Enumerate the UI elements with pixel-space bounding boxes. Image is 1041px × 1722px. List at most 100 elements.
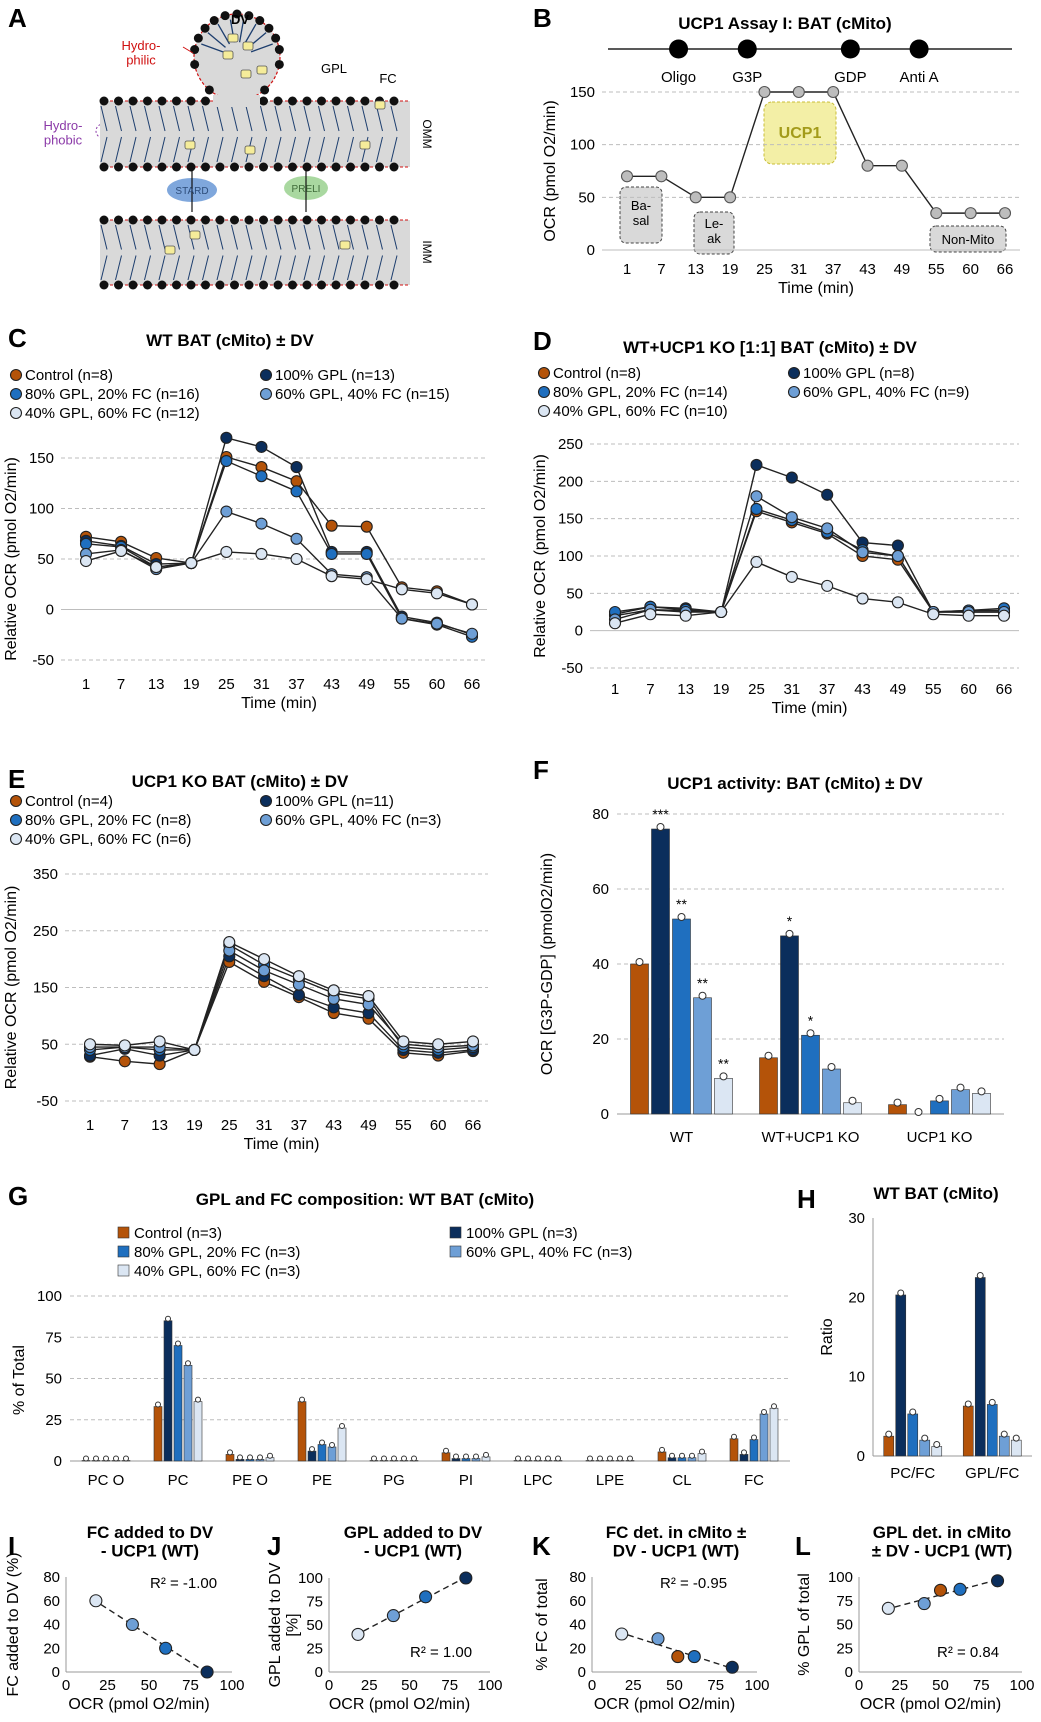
data-point-gpl60: [290, 532, 303, 545]
y-tick-label: 0: [578, 1664, 586, 1681]
category-label: WT+UCP1 KO: [762, 1129, 860, 1146]
x-tick-label: 75: [441, 1677, 458, 1694]
fc-molecule: [189, 230, 201, 240]
lipid-tail: [332, 105, 340, 132]
replicate-dot: [741, 1449, 747, 1456]
x-tick-label: 7: [657, 261, 665, 278]
category-label: PC: [168, 1472, 189, 1489]
replicate-dot: [719, 1072, 728, 1081]
lipid-tail: [245, 224, 253, 250]
replicate-dot: [329, 1441, 335, 1448]
y-tick-label: 40: [592, 956, 609, 973]
data-point-gpl40: [465, 598, 479, 611]
preli-label: PRELI: [292, 184, 321, 195]
bar-gpl60: [327, 1446, 337, 1462]
replicate-dot: [914, 1108, 923, 1116]
bar-gpl100: [780, 935, 799, 1115]
lipid-tail: [201, 43, 224, 53]
x-tick-label: 49: [890, 681, 907, 698]
data-point-gpl40: [290, 552, 303, 566]
category-label: PG: [383, 1472, 405, 1489]
r-squared-label: R² = -0.95: [660, 1575, 727, 1592]
lipid-tail: [347, 255, 354, 281]
lipid-tail: [144, 224, 151, 250]
replicate-dot: [257, 1454, 263, 1461]
significance-label: **: [697, 975, 708, 991]
data-point-gpl60: [258, 964, 271, 977]
lipid-tail: [260, 224, 267, 250]
x-tick-label: 25: [218, 676, 235, 693]
lipid-head: [273, 280, 283, 290]
dv-fusion: [213, 95, 260, 107]
replicate-dot: [237, 1454, 243, 1461]
x-axis-label: OCR (pmol O2/min): [860, 1696, 1001, 1713]
fc-molecule: [227, 33, 239, 43]
data-point-control: [360, 520, 373, 533]
data-point-gpl40: [292, 970, 305, 983]
lipid-tail: [332, 136, 340, 163]
x-tick-label: 66: [465, 1117, 482, 1134]
lipid-head: [99, 215, 109, 225]
data-point-gpl80: [255, 470, 268, 483]
replicate-dot: [155, 1401, 161, 1408]
x-tick-label: 0: [62, 1677, 70, 1694]
scatter-point-gpl40: [615, 1627, 629, 1641]
y-tick-label: 0: [587, 242, 595, 259]
lipid-head: [360, 96, 370, 106]
lipid-head: [244, 11, 254, 21]
y-axis-label: % GPL of total: [796, 1573, 813, 1676]
bar-control: [759, 1057, 778, 1115]
lipid-head: [215, 162, 225, 172]
lipid-head: [190, 59, 200, 69]
lipid-tail: [390, 105, 398, 132]
data-point: [655, 170, 668, 183]
lipid-head: [389, 215, 399, 225]
x-tick-label: 13: [148, 676, 165, 693]
lipid-head: [273, 162, 283, 172]
replicate-dot: [669, 1452, 675, 1459]
lipid-head: [114, 162, 123, 172]
data-point-gpl100: [750, 458, 763, 471]
x-tick-label: 49: [358, 676, 375, 693]
lipid-head: [232, 9, 242, 19]
replicate-dot: [827, 1063, 836, 1071]
scatter-point-control: [933, 1583, 948, 1597]
x-tick-label: 66: [996, 681, 1013, 698]
panel-label-E: E: [8, 764, 25, 794]
legend-text: Control (n=8): [25, 367, 113, 384]
lipid-head: [128, 215, 138, 225]
hydrophilic-label: Hydro-philic: [121, 38, 160, 67]
lipid-head: [128, 280, 138, 290]
data-point-gpl40: [255, 547, 268, 561]
lipid-tail: [390, 136, 398, 163]
legend-marker-gpl60: [259, 387, 273, 401]
lipid-head: [143, 215, 152, 225]
lipid-tail: [144, 105, 151, 132]
legend-text: 60% GPL, 40% FC (n=3): [275, 812, 441, 829]
bar-control: [657, 1451, 667, 1462]
y-axis-label: GPL added to DV[%]: [267, 1562, 302, 1687]
data-point-gpl60: [750, 490, 763, 503]
lipid-tail: [115, 224, 122, 250]
stard-label: STARD: [175, 186, 208, 197]
y-tick-label: 20: [43, 1640, 60, 1657]
replicate-dot: [976, 1272, 984, 1279]
bar-control: [883, 1435, 895, 1457]
significance-label: *: [787, 913, 793, 929]
y-axis-label: OCR (pmol O2/min): [542, 100, 559, 241]
category-label: CL: [672, 1472, 691, 1489]
lipid-tail: [289, 105, 296, 132]
legend-marker-gpl40: [9, 832, 23, 846]
lipid-head: [230, 215, 239, 225]
y-tick-label: 0: [575, 623, 583, 640]
category-label: PI: [459, 1472, 473, 1489]
lipid-tail: [187, 105, 195, 132]
legend-text: 100% GPL (n=8): [803, 365, 915, 382]
lipid-head: [259, 215, 268, 225]
data-point-gpl80: [750, 502, 763, 516]
bar-gpl80: [317, 1444, 327, 1462]
lipid-head: [331, 215, 341, 225]
panel-label-A: A: [8, 3, 27, 33]
x-tick-label: 100: [219, 1677, 244, 1694]
legend-swatch-control: [117, 1226, 130, 1239]
